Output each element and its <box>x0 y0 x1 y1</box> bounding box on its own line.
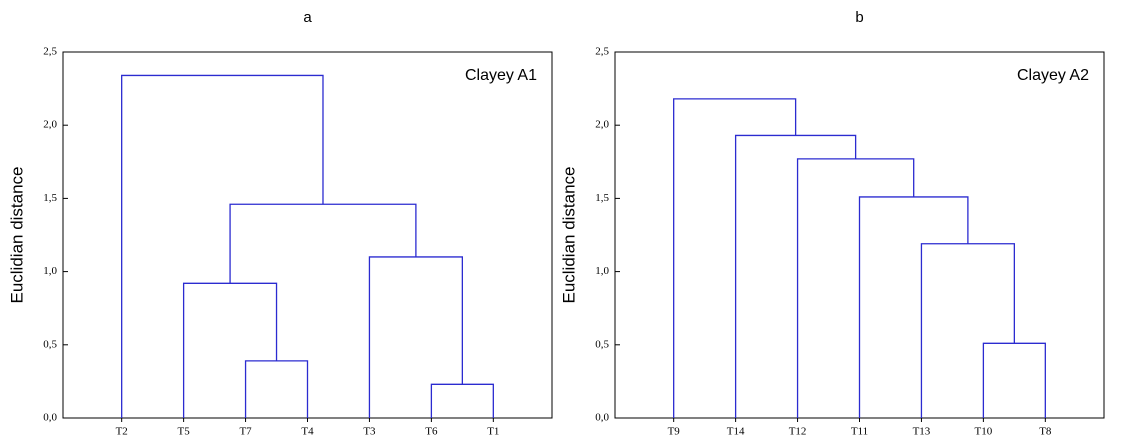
y-tick-label: 1,0 <box>595 265 609 277</box>
y-tick-label: 2,0 <box>43 119 57 131</box>
y-tick-label: 1,0 <box>43 265 57 277</box>
y-tick-label: 1,5 <box>595 192 609 204</box>
y-axis-label: Euclidian distance <box>559 166 578 303</box>
x-tick-label: T2 <box>116 426 128 438</box>
dendrogram-link <box>368 256 463 418</box>
x-tick-label: T14 <box>727 426 745 438</box>
x-tick-label: T4 <box>301 426 314 438</box>
dendrogram-link <box>796 158 915 418</box>
y-tick-label: 0,5 <box>43 338 57 350</box>
x-tick-label: T1 <box>487 426 499 438</box>
x-tick-label: T12 <box>789 426 807 438</box>
dendrogram-link <box>430 383 494 418</box>
chart-title: a <box>303 9 312 26</box>
y-tick-label: 1,5 <box>43 192 57 204</box>
x-tick-label: T10 <box>975 426 993 438</box>
x-tick-label: T3 <box>363 426 376 438</box>
dendrogram-link <box>734 134 857 418</box>
y-tick-label: 2,0 <box>595 119 609 131</box>
x-tick-label: T7 <box>239 426 252 438</box>
dendrogram-link <box>858 196 969 418</box>
x-tick-label: T9 <box>668 426 681 438</box>
y-axis-label: Euclidian distance <box>7 166 26 303</box>
dendrogram-link <box>121 74 324 418</box>
annotation: Clayey A2 <box>1017 67 1089 84</box>
x-tick-label: T8 <box>1039 426 1052 438</box>
dendrogram-link <box>982 342 1046 418</box>
x-tick-label: T6 <box>425 426 438 438</box>
dendrogram-link <box>673 98 797 418</box>
chart-title: b <box>855 9 863 26</box>
y-tick-label: 0,5 <box>595 338 609 350</box>
y-tick-label: 2,5 <box>43 46 57 58</box>
y-tick-label: 0,0 <box>595 412 609 424</box>
dendrogram-link <box>244 360 309 418</box>
dendrogram-link <box>920 243 1015 418</box>
dendrogram-link <box>229 203 417 284</box>
dendrogram-link <box>182 282 278 418</box>
x-tick-label: T11 <box>851 426 868 438</box>
x-tick-label: T13 <box>913 426 931 438</box>
annotation: Clayey A1 <box>465 67 537 84</box>
y-tick-label: 0,0 <box>43 412 57 424</box>
y-tick-label: 2,5 <box>595 46 609 58</box>
x-tick-label: T5 <box>178 426 191 438</box>
